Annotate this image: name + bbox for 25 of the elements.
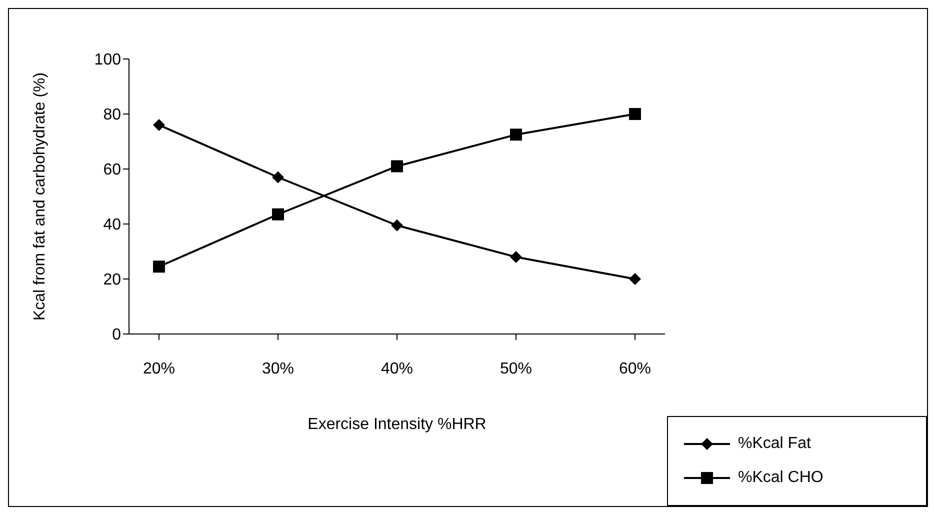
legend-label: %Kcal Fat [738,435,811,453]
y-axis-title: Kcal from fat and carbohydrate (%) [32,72,49,321]
point [391,219,403,232]
x-tick-label: 30% [262,360,294,378]
point [510,251,522,263]
y-tick-label: 20 [103,272,122,289]
point [153,119,165,131]
point [629,273,641,285]
point [272,171,284,184]
y-tick-label: 80 [103,106,122,124]
point [272,208,284,220]
point [629,108,641,120]
x-tick-label: 60% [618,360,652,378]
legend-label: %Kcal CHO [738,469,824,487]
x-tick-label: 50% [500,360,532,378]
point [153,260,165,273]
point [510,128,522,141]
point [391,160,403,172]
x-axis-title: Exercise Intensity %HRR [308,416,486,433]
y-tick-label: 60 [103,162,122,179]
y-tick-label: 40 [103,216,122,234]
y-tick-label: 0 [112,326,122,344]
x-tick-label: 40% [380,360,414,378]
y-tick-label: 100 [94,52,122,69]
x-tick-label: 20% [142,360,176,378]
